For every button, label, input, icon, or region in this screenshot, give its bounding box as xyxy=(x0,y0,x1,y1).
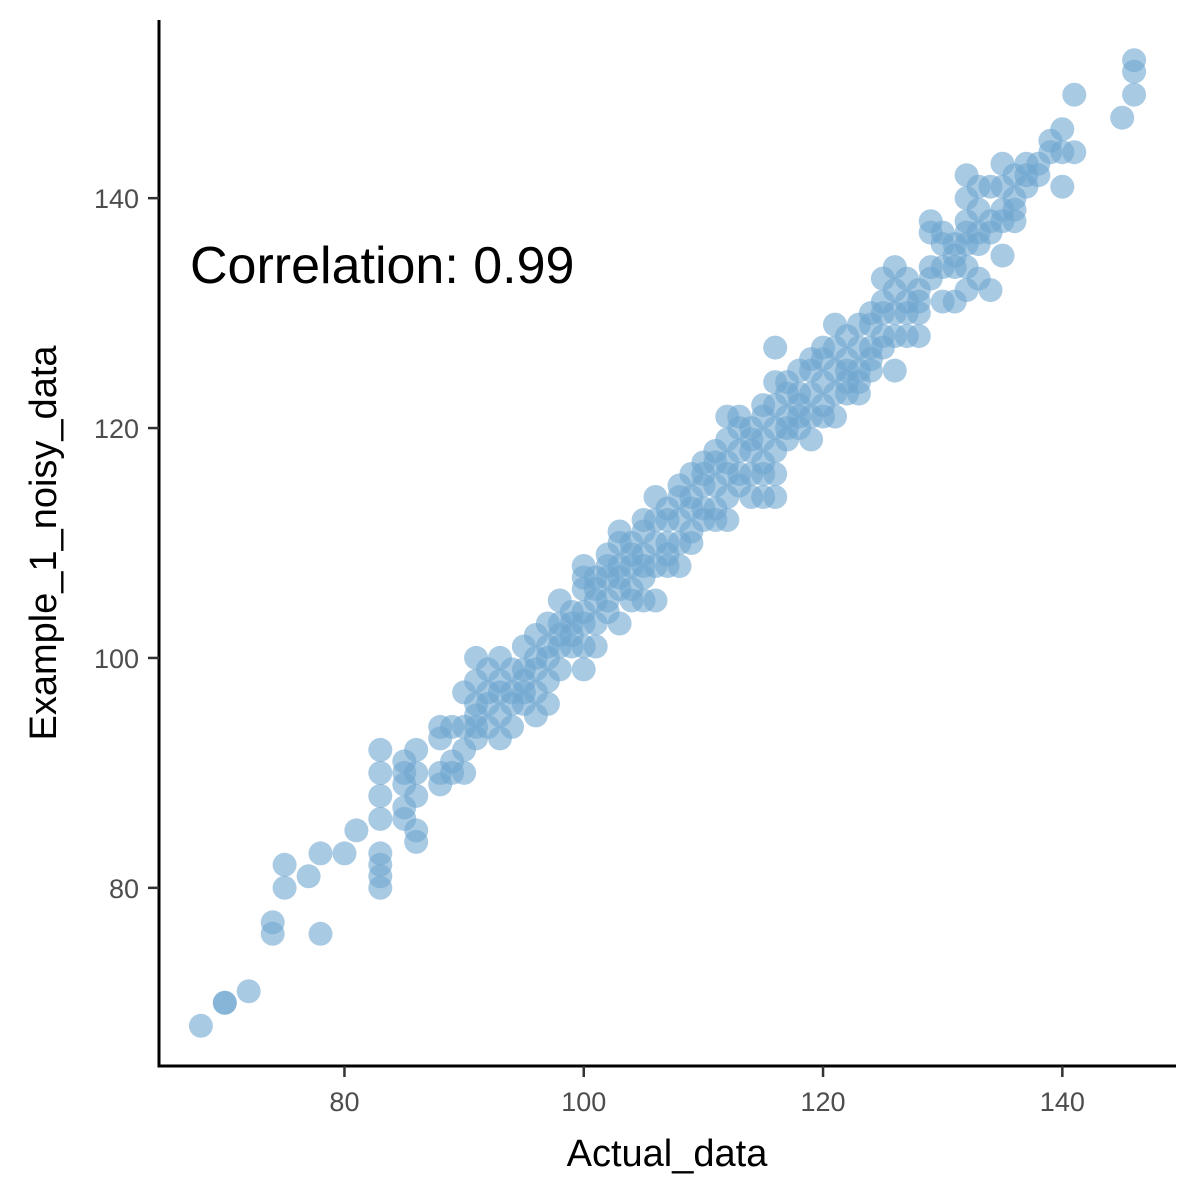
data-point xyxy=(535,691,560,716)
data-point xyxy=(260,921,285,946)
data-point xyxy=(500,714,524,739)
data-point xyxy=(344,818,369,843)
data-point xyxy=(1122,59,1147,84)
y-tick-label: 120 xyxy=(94,414,139,444)
x-tick-label: 80 xyxy=(329,1087,359,1117)
y-tick-label: 100 xyxy=(94,644,139,674)
data-point xyxy=(1050,174,1075,199)
data-point xyxy=(1122,82,1147,107)
data-point xyxy=(212,990,237,1015)
data-point xyxy=(1002,209,1027,234)
data-point xyxy=(571,657,596,682)
correlation-annotation: Correlation: 0.99 xyxy=(190,237,574,295)
data-point xyxy=(715,508,740,532)
data-point xyxy=(272,875,297,900)
y-axis-ticks: 80 100 120 140 xyxy=(94,184,159,904)
data-point xyxy=(236,979,261,1004)
data-point xyxy=(547,657,572,682)
data-point xyxy=(188,1013,213,1038)
data-point xyxy=(296,864,321,889)
points-layer xyxy=(188,48,1147,1038)
data-point xyxy=(643,588,668,613)
data-point xyxy=(368,806,393,831)
x-axis-title: Actual_data xyxy=(567,1133,769,1175)
x-axis-ticks: 80 100 120 140 xyxy=(329,1066,1085,1117)
data-point xyxy=(763,485,788,509)
data-point xyxy=(763,335,788,360)
data-point xyxy=(368,760,393,785)
data-point xyxy=(368,783,393,808)
data-point xyxy=(368,737,393,762)
x-tick-label: 100 xyxy=(561,1087,606,1117)
data-point xyxy=(308,841,333,866)
data-point xyxy=(667,554,692,578)
data-point xyxy=(882,358,907,383)
data-point xyxy=(308,921,333,946)
data-point xyxy=(607,611,632,636)
y-tick-label: 80 xyxy=(109,874,139,904)
data-point xyxy=(858,358,883,383)
data-point xyxy=(763,462,788,486)
data-point xyxy=(368,875,393,900)
data-point xyxy=(906,324,931,349)
data-point xyxy=(679,531,704,555)
y-axis-title: Example_1_noisy_data xyxy=(23,345,65,741)
data-point xyxy=(452,760,477,785)
data-point xyxy=(272,852,297,877)
x-tick-label: 120 xyxy=(801,1087,846,1117)
data-point xyxy=(404,760,429,785)
data-point xyxy=(583,634,608,659)
data-point xyxy=(823,404,847,429)
y-tick-label: 140 xyxy=(94,184,139,214)
data-point xyxy=(978,278,1003,303)
data-point xyxy=(1110,105,1135,130)
data-point xyxy=(990,243,1015,268)
data-point xyxy=(1062,82,1087,107)
data-point xyxy=(846,381,871,406)
data-point xyxy=(332,841,357,866)
data-point xyxy=(404,783,429,808)
data-point xyxy=(906,301,931,326)
data-point xyxy=(1026,163,1051,188)
data-point xyxy=(404,829,429,854)
data-point xyxy=(404,737,429,762)
data-point xyxy=(1062,140,1087,165)
data-point xyxy=(799,427,824,452)
data-point xyxy=(1050,117,1075,142)
x-tick-label: 140 xyxy=(1040,1087,1085,1117)
